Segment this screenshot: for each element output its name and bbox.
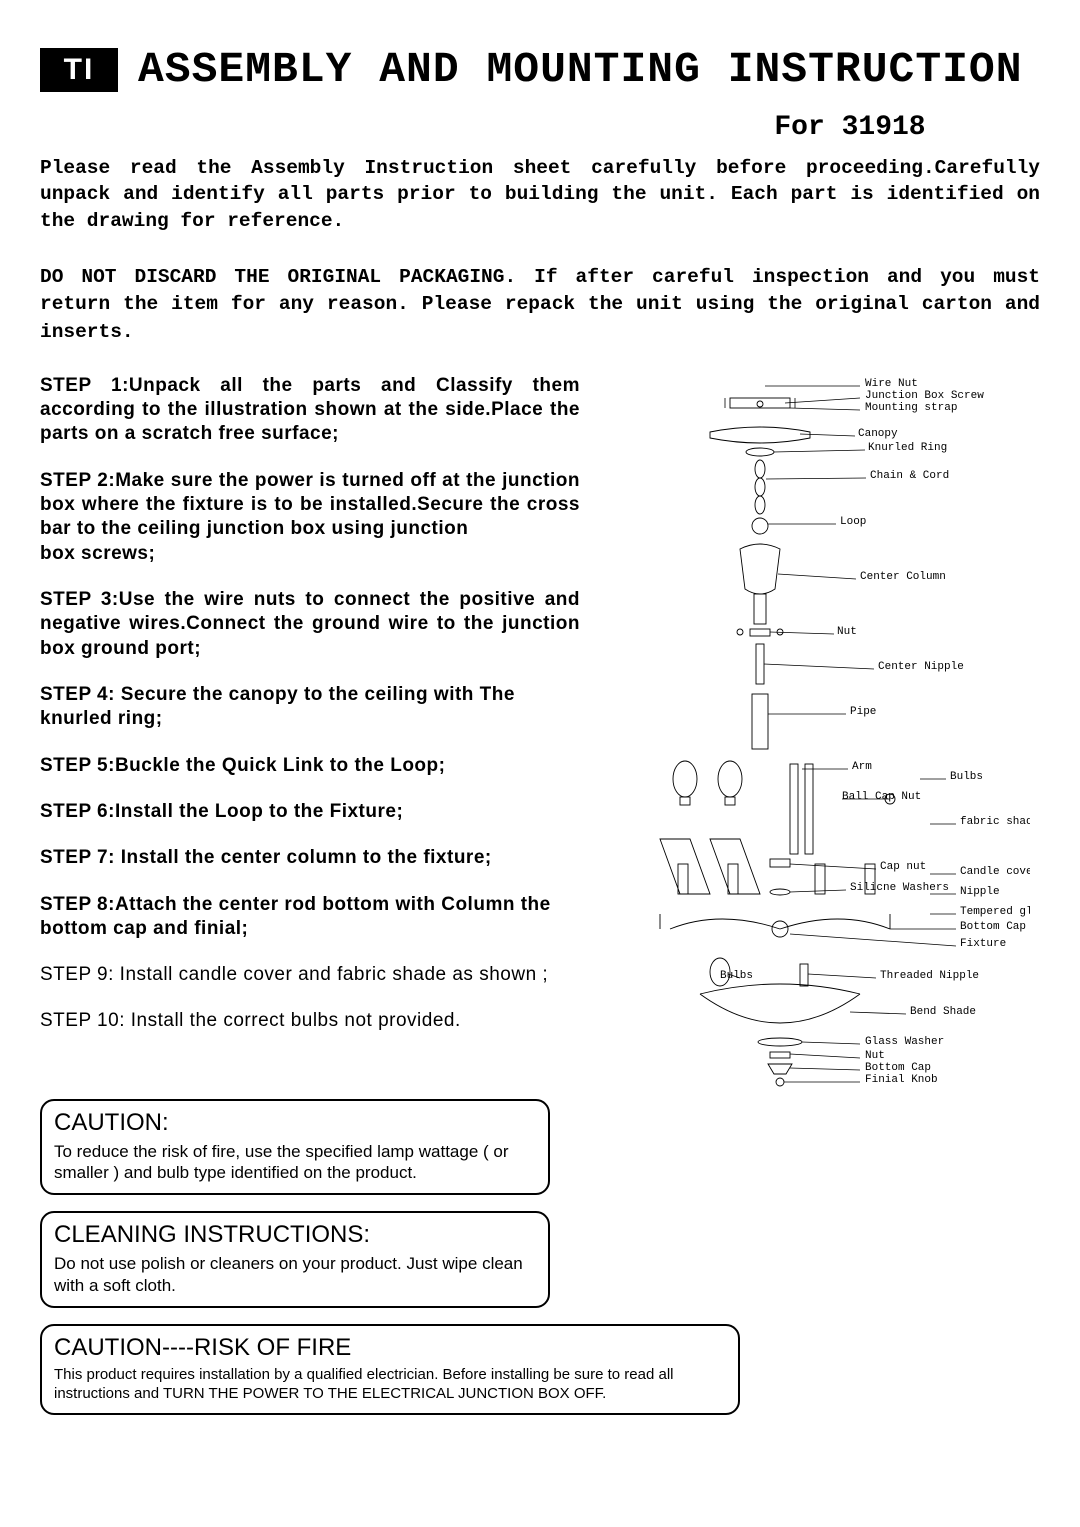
fire-risk-text: This product requires installation by a … [54,1366,726,1404]
step-1: STEP 1:Unpack all the parts and Classify… [40,374,580,447]
diagram-label: Finial Knob [865,1074,938,1086]
diagram-label: Center Column [860,571,946,583]
cleaning-box: CLEANING INSTRUCTIONS: Do not use polish… [40,1211,550,1308]
fire-risk-title: CAUTION----RISK OF FIRE [54,1334,726,1362]
diagram-label: Bottom Cap [865,1062,931,1074]
diagram-label: Threaded Nipple [880,970,979,982]
diagram-label: Nipple [960,886,1000,898]
diagram-label: Pipe [850,706,876,718]
diagram-label: Chain & Cord [870,470,949,482]
diagram-label: Tempered glass [960,906,1030,918]
diagram-label: Glass Washer [865,1036,944,1048]
cleaning-title: CLEANING INSTRUCTIONS: [54,1221,536,1249]
fixture-diagram: Wire NutJunction Box ScrewMounting strap… [590,374,1030,1094]
diagram-label: Fixture [960,938,1006,950]
diagram-label: Knurled Ring [868,442,947,454]
diagram-label: Bulbs [950,771,983,783]
packaging-warning: DO NOT DISCARD THE ORIGINAL PACKAGING. I… [40,264,1040,346]
diagram-label: Cap nut [880,861,926,873]
diagram-label: fabric shade [960,816,1030,828]
fire-risk-box: CAUTION----RISK OF FIRE This product req… [40,1324,740,1416]
diagram-label: Mounting strap [865,402,957,414]
diagram-label: Center Nipple [878,661,964,673]
content-row: STEP 1:Unpack all the parts and Classify… [40,374,1040,1099]
steps-column: STEP 1:Unpack all the parts and Classify… [40,374,580,1099]
diagram-label: Candle cover [960,866,1030,878]
diagram-label: Canopy [858,428,898,440]
step-2: STEP 2:Make sure the power is turned off… [40,469,580,542]
step-3: STEP 3:Use the wire nuts to connect the … [40,588,580,661]
step-9: STEP 9: Install candle cover and fabric … [40,963,580,987]
brand-logo: TI [40,48,118,92]
diagram-label: Bend Shade [910,1006,976,1018]
step-2-cont: box screws; [40,542,580,566]
diagram-label: Junction Box Screw [865,390,984,402]
step-7: STEP 7: Install the center column to the… [40,846,580,870]
diagram-label: Nut [865,1050,885,1062]
model-number: For 31918 [660,112,1040,143]
page-title: ASSEMBLY AND MOUNTING INSTRUCTION [138,45,1023,94]
step-6: STEP 6:Install the Loop to the Fixture; [40,800,580,824]
caution-box: CAUTION: To reduce the risk of fire, use… [40,1099,550,1196]
header-row: TI ASSEMBLY AND MOUNTING INSTRUCTION [40,45,1040,94]
step-5: STEP 5:Buckle the Quick Link to the Loop… [40,754,580,778]
diagram-label: Loop [840,516,866,528]
diagram-label: Nut [837,626,857,638]
caution-text: To reduce the risk of fire, use the spec… [54,1141,536,1184]
diagram-label: Arm [852,761,872,773]
step-4: STEP 4: Secure the canopy to the ceiling… [40,683,580,732]
diagram-label: Wire Nut [865,378,918,390]
caution-title: CAUTION: [54,1109,536,1137]
diagram-label: Bulbs [720,970,753,982]
cleaning-text: Do not use polish or cleaners on your pr… [54,1253,536,1296]
step-8: STEP 8:Attach the center rod bottom with… [40,893,580,942]
step-10: STEP 10: Install the correct bulbs not p… [40,1009,580,1033]
intro-paragraph: Please read the Assembly Instruction she… [40,155,1040,234]
diagram-label: Silicne Washers [850,882,949,894]
diagram-label: Bottom Cap [960,921,1026,933]
diagram-label: Ball Cap Nut [842,791,921,803]
diagram-column: Wire NutJunction Box ScrewMounting strap… [590,374,1040,1099]
